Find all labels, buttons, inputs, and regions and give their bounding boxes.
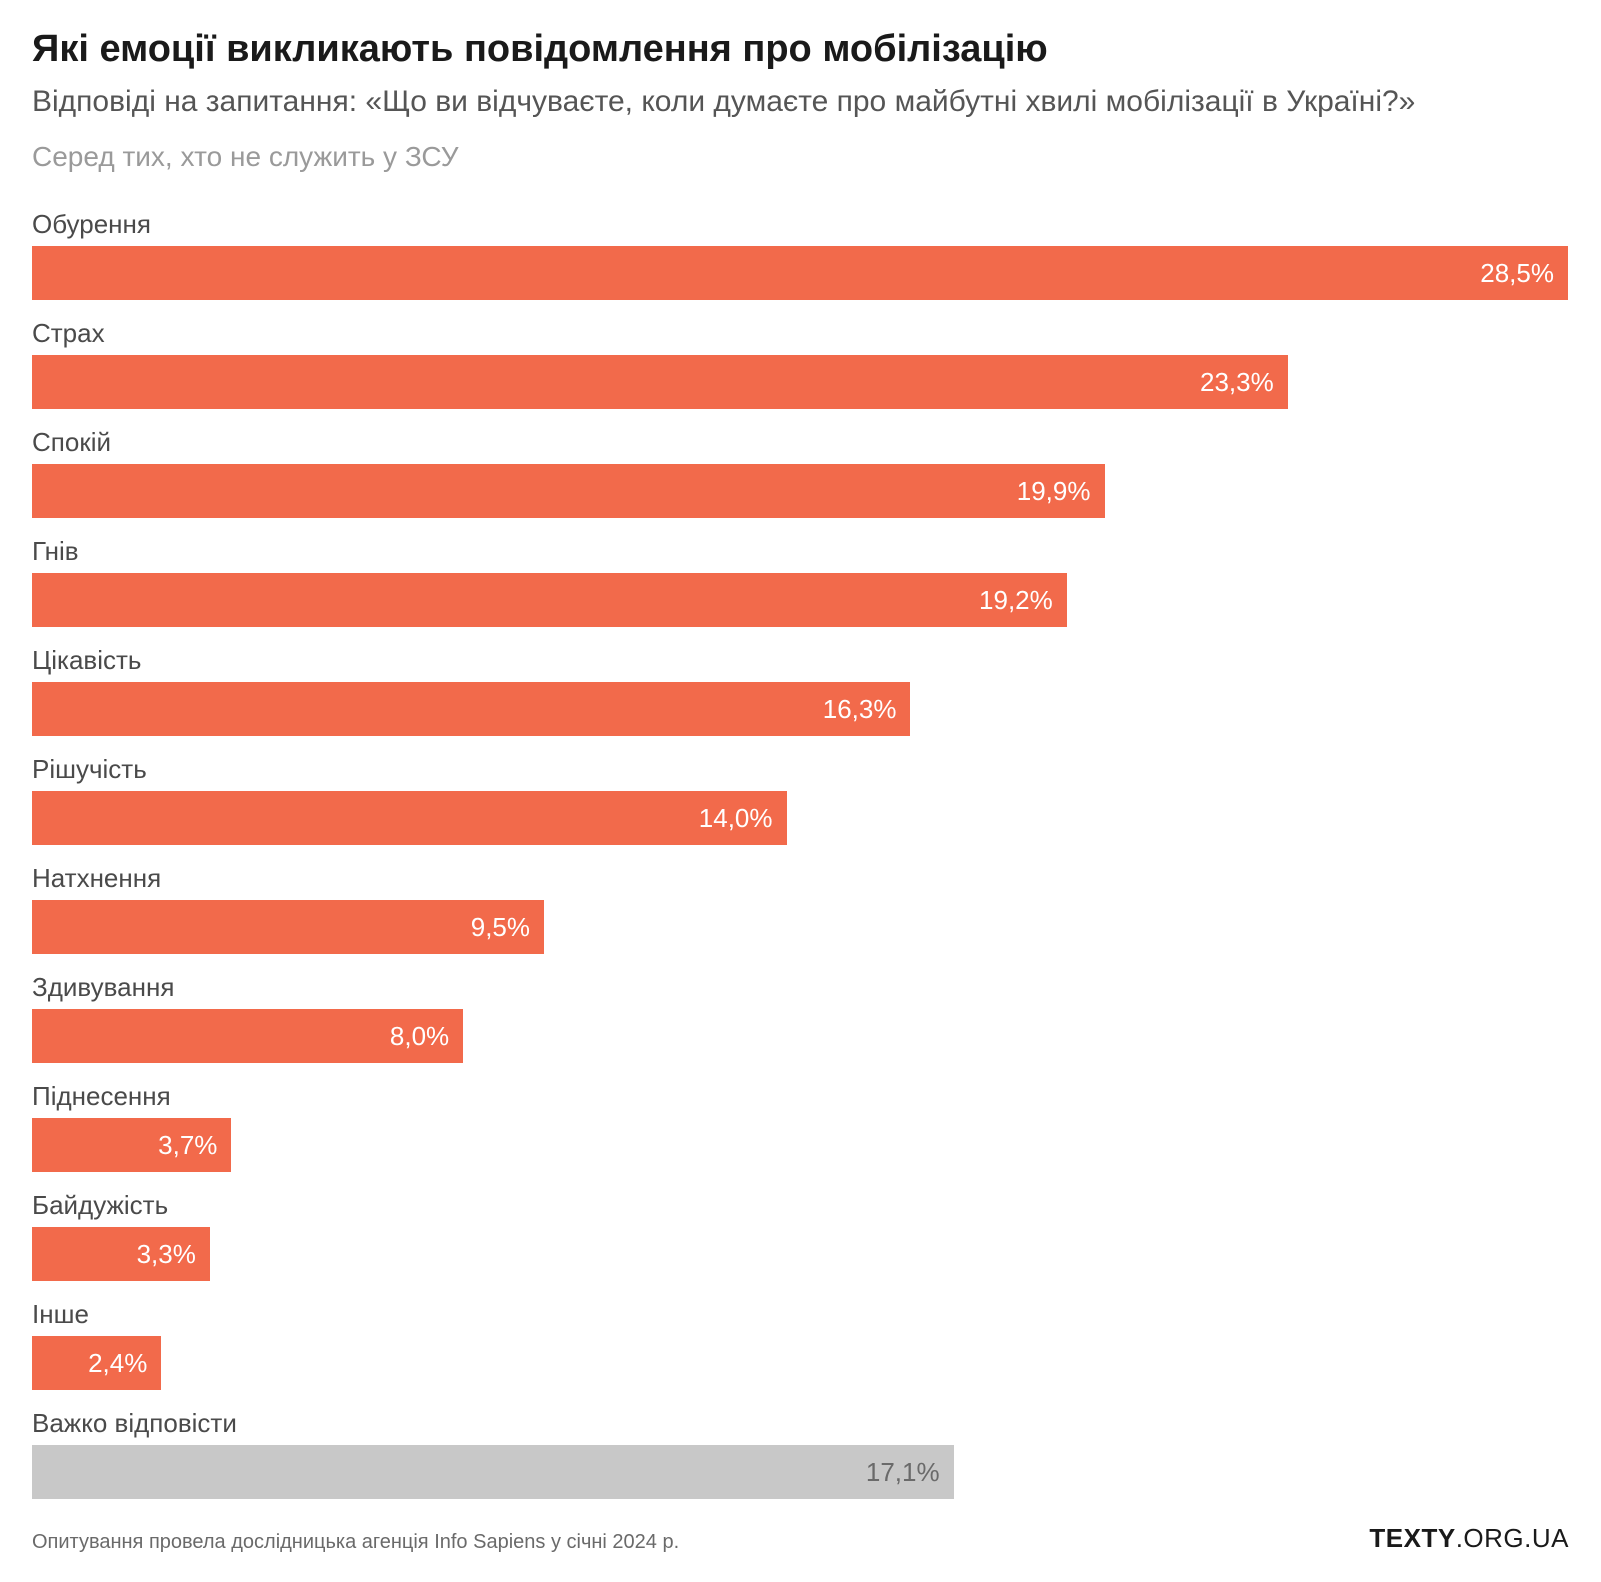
bar-track: 3,3% <box>32 1227 1569 1281</box>
emotions-bar-chart: Обурення 28,5% Страх 23,3% Спокій 19,9% Гнів 19… <box>32 209 1569 1499</box>
bar-track: 14,0% <box>32 791 1569 845</box>
bar-fill: 28,5% <box>32 246 1568 300</box>
bar-fill: 3,3% <box>32 1227 210 1281</box>
bar-label: Важко відповісти <box>32 1408 1569 1439</box>
bar-track: 2,4% <box>32 1336 1569 1390</box>
bar-fill: 9,5% <box>32 900 544 954</box>
bar-row: Рішучість 14,0% <box>32 754 1569 845</box>
brand-bold: TEXTY <box>1369 1523 1455 1553</box>
bar-value: 19,2% <box>979 585 1053 616</box>
bar-track: 23,3% <box>32 355 1569 409</box>
bar-value: 8,0% <box>390 1021 449 1052</box>
bar-value: 3,7% <box>158 1130 217 1161</box>
bar-track: 3,7% <box>32 1118 1569 1172</box>
bar-value: 2,4% <box>88 1348 147 1379</box>
bar-track: 8,0% <box>32 1009 1569 1063</box>
bar-label: Байдужість <box>32 1190 1569 1221</box>
bar-row: Натхнення 9,5% <box>32 863 1569 954</box>
bar-track: 19,2% <box>32 573 1569 627</box>
bar-label: Натхнення <box>32 863 1569 894</box>
bar-fill: 14,0% <box>32 791 787 845</box>
bar-fill: 3,7% <box>32 1118 231 1172</box>
bar-fill: 16,3% <box>32 682 910 736</box>
bar-value: 14,0% <box>699 803 773 834</box>
bar-row: Важко відповісти 17,1% <box>32 1408 1569 1499</box>
bar-row: Спокій 19,9% <box>32 427 1569 518</box>
bar-value: 17,1% <box>866 1457 940 1488</box>
bar-fill: 8,0% <box>32 1009 463 1063</box>
bar-row: Байдужість 3,3% <box>32 1190 1569 1281</box>
bar-label: Здивування <box>32 972 1569 1003</box>
bar-fill: 19,9% <box>32 464 1105 518</box>
bar-row: Гнів 19,2% <box>32 536 1569 627</box>
bar-track: 17,1% <box>32 1445 1569 1499</box>
brand-rest: .ORG.UA <box>1456 1523 1569 1553</box>
bar-row: Інше 2,4% <box>32 1299 1569 1390</box>
bar-row: Страх 23,3% <box>32 318 1569 409</box>
bar-fill: 19,2% <box>32 573 1067 627</box>
bar-label: Піднесення <box>32 1081 1569 1112</box>
bar-label: Страх <box>32 318 1569 349</box>
source-note: Опитування провела дослідницька агенція … <box>32 1531 679 1554</box>
bar-track: 19,9% <box>32 464 1569 518</box>
bar-value: 16,3% <box>823 694 897 725</box>
bar-value: 9,5% <box>471 912 530 943</box>
bar-value: 28,5% <box>1480 258 1554 289</box>
bar-fill: 17,1% <box>32 1445 954 1499</box>
brand-logo: TEXTY.ORG.UA <box>1369 1523 1569 1554</box>
bar-row: Цікавість 16,3% <box>32 645 1569 736</box>
bar-track: 16,3% <box>32 682 1569 736</box>
page-subtitle: Відповіді на запитання: «Що ви відчуваєт… <box>32 85 1569 119</box>
bar-label: Обурення <box>32 209 1569 240</box>
bar-value: 19,9% <box>1017 476 1091 507</box>
bar-label: Спокій <box>32 427 1569 458</box>
bar-fill: 23,3% <box>32 355 1288 409</box>
bar-value: 23,3% <box>1200 367 1274 398</box>
bar-label: Цікавість <box>32 645 1569 676</box>
bar-label: Рішучість <box>32 754 1569 785</box>
footer: Опитування провела дослідницька агенція … <box>32 1523 1569 1554</box>
bar-track: 9,5% <box>32 900 1569 954</box>
bar-fill: 2,4% <box>32 1336 161 1390</box>
bar-value: 3,3% <box>137 1239 196 1270</box>
filter-note: Серед тих, хто не служить у ЗСУ <box>32 141 1569 173</box>
bar-label: Гнів <box>32 536 1569 567</box>
bar-row: Обурення 28,5% <box>32 209 1569 300</box>
bar-track: 28,5% <box>32 246 1569 300</box>
page-title: Які емоції викликають повідомлення про м… <box>32 28 1569 71</box>
bar-label: Інше <box>32 1299 1569 1330</box>
bar-row: Піднесення 3,7% <box>32 1081 1569 1172</box>
bar-row: Здивування 8,0% <box>32 972 1569 1063</box>
